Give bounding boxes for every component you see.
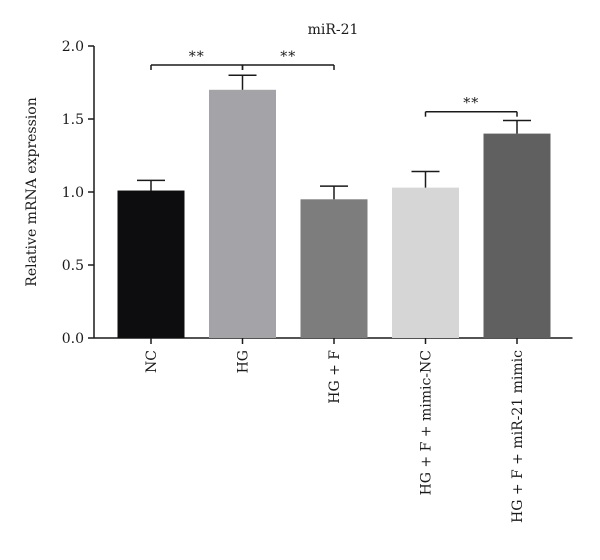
- bar: [300, 199, 368, 338]
- bar: [209, 89, 276, 338]
- chart-title: miR-21: [308, 22, 359, 38]
- x-tick-label: HG + F: [327, 350, 343, 404]
- x-tick-label: HG: [236, 350, 252, 373]
- y-tick-label: 0.5: [62, 258, 84, 274]
- y-tick-label: 0.0: [62, 331, 84, 347]
- x-tick-label: HG + F + miR-21 mimic: [510, 350, 526, 523]
- y-axis-label: Relative mRNA expression: [24, 97, 40, 286]
- significance-label: **: [280, 49, 296, 65]
- bar: [483, 133, 551, 338]
- y-tick-label: 1.0: [62, 185, 84, 201]
- plot-area: 0.0 0.5 1.0 1.5 2.0 NC HG HG + F HG + F + mimic-…: [62, 39, 573, 523]
- significance-label: **: [189, 49, 205, 65]
- y-tick-label: 2.0: [62, 39, 84, 55]
- y-tick-label: 1.5: [62, 112, 84, 128]
- x-tick-label: HG + F + mimic-NC: [419, 350, 435, 495]
- x-tick-label: NC: [144, 350, 160, 373]
- bar: [392, 187, 459, 338]
- significance-label: **: [463, 96, 479, 112]
- bar: [117, 190, 185, 338]
